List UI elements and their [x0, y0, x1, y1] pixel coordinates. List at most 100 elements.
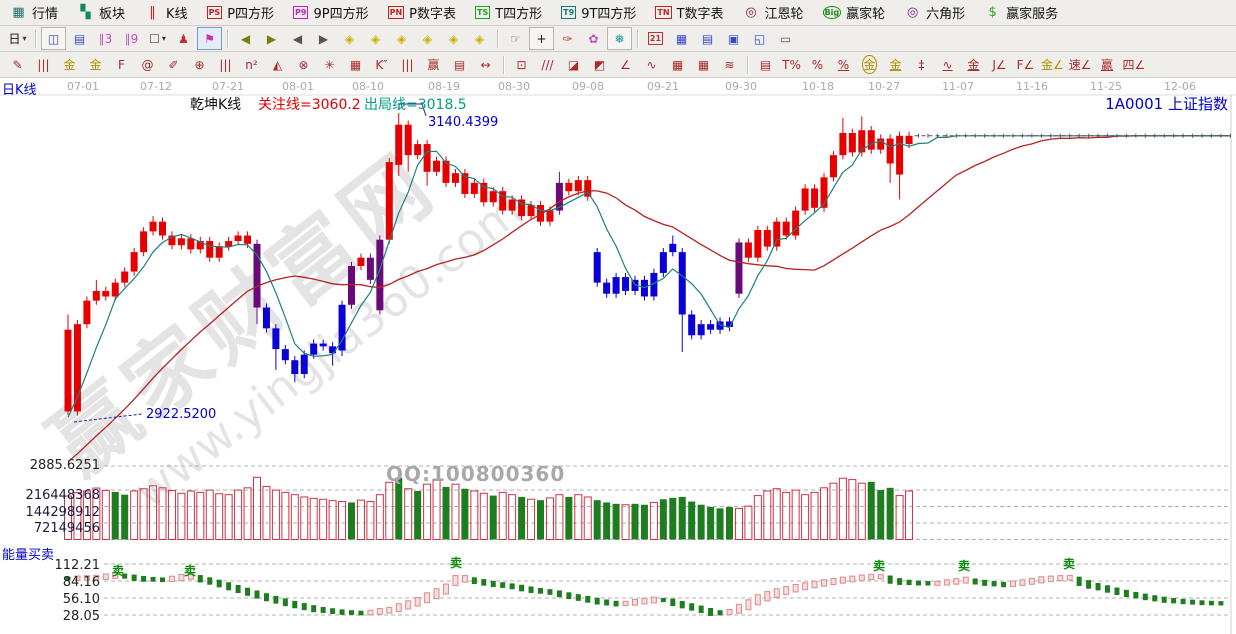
period-day-button[interactable]: 日 ▾: [5, 27, 30, 50]
percent-strike-icon[interactable]: T%: [779, 53, 804, 76]
diamond-vertical-icon[interactable]: ◈: [441, 27, 466, 50]
menu-t-square[interactable]: TS T四方形: [475, 3, 542, 22]
bars-3-icon[interactable]: ∥3: [93, 27, 118, 50]
angle-fan-icon[interactable]: ∠: [613, 53, 638, 76]
zigzag-icon[interactable]: ∿: [639, 53, 664, 76]
spiral-tool-icon[interactable]: @: [135, 53, 160, 76]
fan-box-icon[interactable]: ◩: [587, 53, 612, 76]
parallel-lines-icon[interactable]: ≋: [717, 53, 742, 76]
step-back-icon[interactable]: ◀: [285, 27, 310, 50]
exit-line-label: 出局线=3018.5: [364, 97, 467, 113]
ying-band-icon[interactable]: 赢: [1095, 53, 1120, 76]
go-first-icon[interactable]: ◀: [233, 27, 258, 50]
diamond-right-icon[interactable]: ◈: [363, 27, 388, 50]
grid-box-icon[interactable]: ▦: [343, 53, 368, 76]
hatch3-tool-icon[interactable]: |||: [395, 53, 420, 76]
shaded-box-icon[interactable]: ◪: [561, 53, 586, 76]
remote-screen-icon[interactable]: ◱: [747, 27, 772, 50]
bars-9-icon[interactable]: ∥9: [119, 27, 144, 50]
volume-bar: [791, 489, 800, 540]
menu-9t-square[interactable]: T9 9T四方形: [561, 3, 636, 22]
crosshair-tool-icon[interactable]: +: [529, 27, 554, 50]
ying-grid-icon[interactable]: 赢: [421, 53, 446, 76]
width-measure-icon[interactable]: ↔: [473, 53, 498, 76]
festival-icon[interactable]: ✿: [581, 27, 606, 50]
diamond-center-icon[interactable]: ◈: [467, 27, 492, 50]
pointer-pin-icon[interactable]: ✑: [555, 27, 580, 50]
calculator-icon[interactable]: ▦: [669, 27, 694, 50]
brain-icon[interactable]: ❅: [607, 27, 632, 50]
candle-style-button[interactable]: ☐ ▾: [145, 27, 170, 50]
menu-p-square[interactable]: PS P四方形: [206, 3, 274, 22]
gold-level-icon[interactable]: 金: [883, 53, 908, 76]
j-angle-icon[interactable]: J∠: [987, 53, 1012, 76]
menu-9p-square[interactable]: P9 9P四方形: [293, 3, 369, 22]
menu-winner-wheel[interactable]: Big 赢家轮: [822, 3, 885, 22]
hatch-tool-icon[interactable]: |||: [31, 53, 56, 76]
brain-icon-glyph: ❅: [614, 31, 625, 46]
candle-body: [763, 229, 771, 247]
indicator-bar: [528, 586, 534, 593]
info-list-icon[interactable]: ▤: [67, 27, 92, 50]
flag-chart-icon[interactable]: ⚑: [197, 27, 222, 50]
menu-sectors[interactable]: ▚ 板块: [77, 3, 126, 22]
f-grid-icon[interactable]: F: [109, 53, 134, 76]
indicator-bar: [735, 603, 742, 614]
levels-list-icon[interactable]: ▤: [753, 53, 778, 76]
menu-hexagon[interactable]: ◎ 六角形: [904, 3, 965, 22]
brush-tool-icon[interactable]: ✎: [5, 53, 30, 76]
percent-level-icon[interactable]: %: [831, 53, 856, 76]
bars-3-icon-glyph: ∥3: [98, 31, 113, 46]
go-last-icon[interactable]: ▶: [259, 27, 284, 50]
volume-bar: [498, 491, 507, 541]
menu-t-table[interactable]: TN T数字表: [655, 3, 724, 22]
gann-figure-icon[interactable]: ♟: [171, 27, 196, 50]
rays-fan-icon[interactable]: ///: [535, 53, 560, 76]
gold-circle-icon[interactable]: 金: [857, 53, 882, 76]
wave-band-icon[interactable]: ∿: [935, 53, 960, 76]
hand-tool-icon[interactable]: ☞: [503, 27, 528, 50]
indicator-bar: [1086, 580, 1092, 589]
diamond-expand-icon[interactable]: ◈: [415, 27, 440, 50]
hatch2-tool-icon[interactable]: |||: [213, 53, 238, 76]
percent-icon[interactable]: %: [805, 53, 830, 76]
menu-gann-wheel[interactable]: ◎ 江恩轮: [743, 3, 803, 22]
triangle-tool-icon[interactable]: ◭: [265, 53, 290, 76]
chart-area[interactable]: 赢家财富网 www.yingjia360.com 卖卖卖卖卖卖 07-01 07-12…: [0, 78, 1236, 634]
gold-level-icon-glyph: 金: [889, 58, 902, 72]
notebook-icon[interactable]: ▤: [695, 27, 720, 50]
compass-tool-icon[interactable]: ⊗: [291, 53, 316, 76]
step-forward-icon[interactable]: ▶: [311, 27, 336, 50]
menu-winner-service[interactable]: $ 赢家服务: [984, 3, 1059, 22]
price-ruler-icon[interactable]: ‡: [909, 53, 934, 76]
diamond-shrink-icon[interactable]: ◈: [389, 27, 414, 50]
f-angle-icon[interactable]: F∠: [1013, 53, 1038, 76]
menu-kline[interactable]: ‖ K线: [144, 3, 187, 22]
grid-dense-icon[interactable]: ▦: [665, 53, 690, 76]
n2-grid-icon[interactable]: n²: [239, 53, 264, 76]
printer-icon[interactable]: ▭: [773, 27, 798, 50]
star-tool-icon[interactable]: ✳: [317, 53, 342, 76]
candle-body: [801, 188, 809, 211]
menu-p-table[interactable]: PN P数字表: [387, 3, 456, 22]
measure-brush-icon[interactable]: ✐: [161, 53, 186, 76]
gold-band-icon[interactable]: 金: [961, 53, 986, 76]
volume-bar: [271, 489, 280, 540]
circle-grid-icon[interactable]: ⊕: [187, 53, 212, 76]
k-prime-icon[interactable]: K″: [369, 53, 394, 76]
menu-quotes[interactable]: ▦ 行情: [10, 3, 58, 22]
save-icon[interactable]: ▣: [721, 27, 746, 50]
chart-window-icon[interactable]: ◫: [41, 27, 66, 50]
diamond-left-icon[interactable]: ◈: [337, 27, 362, 50]
chart-canvas[interactable]: 赢家财富网www.yingjia360.com卖 卖卖卖卖卖: [0, 78, 1236, 634]
gold-angle-icon[interactable]: 金∠: [1039, 53, 1066, 76]
four-angle-icon[interactable]: 四∠: [1121, 53, 1148, 76]
indicator-bar: [1038, 576, 1045, 584]
calendar-icon[interactable]: 21: [643, 27, 668, 50]
gold-grid2-icon[interactable]: 金: [83, 53, 108, 76]
dense-grid-icon[interactable]: ▤: [447, 53, 472, 76]
speed-angle-icon[interactable]: 速∠: [1067, 53, 1094, 76]
gold-grid-icon[interactable]: 金: [57, 53, 82, 76]
square-frame-icon[interactable]: ⊡: [509, 53, 534, 76]
grid-dense2-icon[interactable]: ▦: [691, 53, 716, 76]
